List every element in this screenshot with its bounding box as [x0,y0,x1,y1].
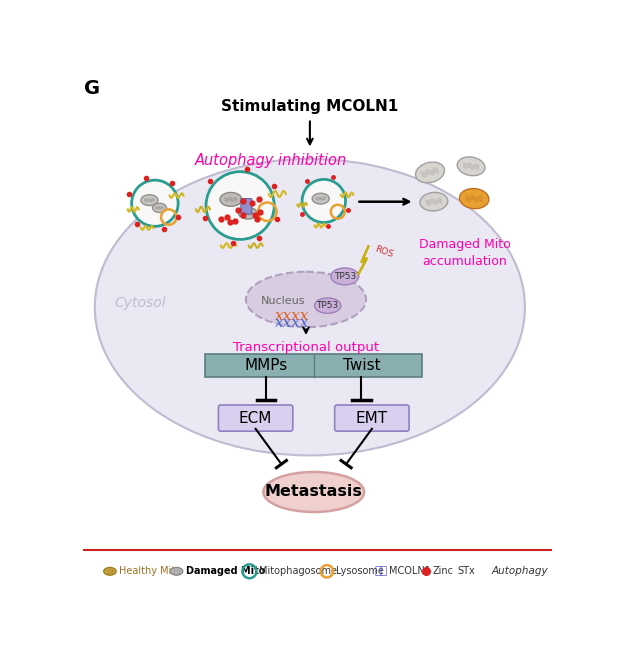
Ellipse shape [141,195,158,205]
Ellipse shape [238,207,257,219]
Ellipse shape [246,271,366,327]
Text: G: G [84,79,100,98]
Circle shape [132,180,178,226]
Text: Transcriptional output: Transcriptional output [233,341,379,354]
Text: Metastasis: Metastasis [265,484,363,500]
Text: Zinc: Zinc [432,566,453,576]
Text: TP53: TP53 [334,272,356,281]
Text: Autophagy: Autophagy [492,566,548,576]
Ellipse shape [312,193,329,204]
Text: Stimulating MCOLN1: Stimulating MCOLN1 [221,99,399,115]
Ellipse shape [152,203,167,213]
FancyBboxPatch shape [219,405,293,431]
Ellipse shape [457,157,485,175]
Text: MCOLN1: MCOLN1 [389,566,431,576]
Ellipse shape [170,568,183,575]
Text: Autophagy inhibition: Autophagy inhibition [195,153,347,168]
Circle shape [302,179,345,223]
FancyBboxPatch shape [206,354,422,378]
Text: STx: STx [457,566,475,576]
Text: MMPs: MMPs [245,358,288,374]
Text: ⦀⦀: ⦀⦀ [374,566,387,576]
Ellipse shape [314,298,341,313]
Text: xxxx: xxxx [275,315,310,329]
Text: ROS: ROS [373,244,394,259]
Ellipse shape [104,568,116,575]
Text: Lysosome: Lysosome [336,566,384,576]
Ellipse shape [263,472,364,512]
Ellipse shape [459,189,489,209]
Text: ECM: ECM [239,411,272,426]
Text: Damaged Mito
accumulation: Damaged Mito accumulation [419,238,511,268]
Text: Healthy Mito: Healthy Mito [119,566,181,576]
Ellipse shape [220,193,241,206]
Ellipse shape [95,159,525,456]
Ellipse shape [420,192,448,211]
Text: TP53: TP53 [316,301,339,310]
Text: Cytosol: Cytosol [115,296,166,310]
Ellipse shape [331,268,358,285]
Polygon shape [358,245,369,275]
FancyBboxPatch shape [335,405,409,431]
Text: Mitophagosome: Mitophagosome [259,566,337,576]
Circle shape [206,171,274,239]
Text: EMT: EMT [356,411,388,426]
Text: Twist: Twist [343,358,380,374]
FancyBboxPatch shape [241,199,252,214]
Text: Damaged Mito: Damaged Mito [186,566,266,576]
Text: xxxx: xxxx [275,309,310,323]
Text: Nucleus: Nucleus [261,296,305,306]
Ellipse shape [415,162,444,183]
